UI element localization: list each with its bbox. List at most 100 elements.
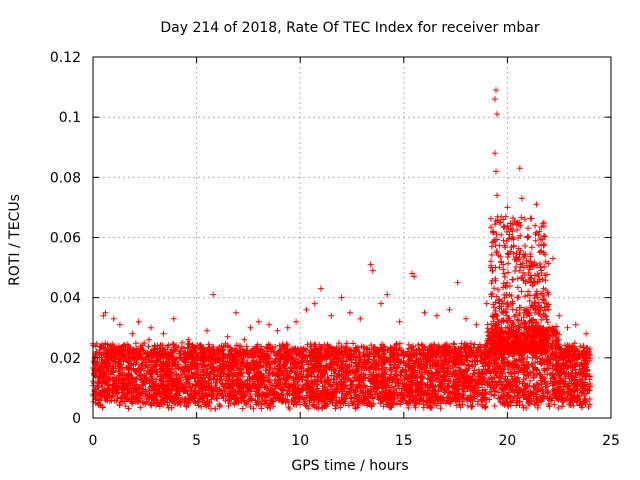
data-point: [433, 402, 440, 409]
data-point: [520, 388, 527, 395]
data-point: [113, 376, 120, 383]
data-point: [466, 363, 473, 370]
data-point: [211, 355, 218, 362]
data-point: [491, 402, 498, 409]
data-point: [248, 396, 255, 403]
data-point: [387, 361, 394, 368]
data-point: [347, 389, 354, 396]
data-point: [175, 344, 182, 351]
data-point: [471, 341, 478, 348]
data-point: [310, 396, 317, 403]
data-point: [335, 398, 342, 405]
data-point: [486, 396, 493, 403]
data-point: [492, 387, 499, 394]
data-point: [444, 370, 451, 377]
data-point: [551, 401, 558, 408]
data-point: [399, 381, 406, 388]
data-point: [339, 390, 346, 397]
data-point: [585, 387, 592, 394]
data-point: [116, 401, 123, 408]
data-point: [350, 340, 357, 347]
data-point: [225, 402, 232, 409]
data-point: [472, 381, 479, 388]
data-point: [587, 345, 594, 352]
data-point: [465, 362, 472, 369]
data-point: [302, 400, 309, 407]
data-point: [164, 344, 171, 351]
data-point: [244, 398, 251, 405]
data-point: [250, 405, 257, 412]
data-point: [544, 371, 551, 378]
data-point: [405, 341, 412, 348]
data-point: [412, 359, 419, 366]
data-point: [516, 378, 523, 385]
data-point: [303, 377, 310, 384]
data-point: [553, 323, 560, 330]
data-point: [214, 356, 221, 363]
data-point: [206, 399, 213, 406]
data-point: [129, 399, 136, 406]
data-point: [183, 380, 190, 387]
data-point: [351, 374, 358, 381]
data-point: [347, 357, 354, 364]
data-point: [122, 403, 129, 410]
data-point: [345, 402, 352, 409]
data-point: [405, 404, 412, 411]
data-point: [145, 343, 152, 350]
data-point: [148, 373, 155, 380]
data-point: [235, 399, 242, 406]
data-point: [402, 373, 409, 380]
data-point: [186, 380, 193, 387]
data-point: [546, 403, 553, 410]
data-point: [457, 404, 464, 411]
data-point: [247, 403, 254, 410]
data-point: [342, 392, 349, 399]
data-point: [475, 384, 482, 391]
data-point: [275, 348, 282, 355]
data-point: [272, 344, 279, 351]
data-point: [470, 387, 477, 394]
data-point: [520, 376, 527, 383]
data-point: [395, 377, 402, 384]
data-point: [396, 385, 403, 392]
data-point: [250, 366, 257, 373]
data-point: [144, 395, 151, 402]
data-point: [519, 402, 526, 409]
data-point: [477, 343, 484, 350]
data-point: [439, 360, 446, 367]
data-point: [116, 346, 123, 353]
data-point: [281, 345, 288, 352]
data-point: [394, 356, 401, 363]
data-point: [317, 372, 324, 379]
data-point: [311, 403, 318, 410]
data-point: [314, 385, 321, 392]
data-point: [270, 403, 277, 410]
data-point: [414, 374, 421, 381]
data-point: [328, 372, 335, 379]
data-point: [440, 368, 447, 375]
data-point: [114, 394, 121, 401]
data-point: [259, 390, 266, 397]
data-point: [342, 372, 349, 379]
data-point: [130, 361, 137, 368]
data-point: [119, 349, 126, 356]
data-point: [482, 377, 489, 384]
data-point: [160, 347, 167, 354]
data-point: [119, 343, 126, 350]
data-point: [342, 348, 349, 355]
data-point: [300, 373, 307, 380]
data-point: [350, 378, 357, 385]
data-point: [370, 395, 377, 402]
data-point: [585, 403, 592, 410]
data-point: [141, 340, 148, 347]
data-point: [331, 366, 338, 373]
data-point: [456, 401, 463, 408]
data-point: [235, 376, 242, 383]
data-point: [443, 342, 450, 349]
data-point: [188, 365, 195, 372]
data-point: [212, 385, 219, 392]
data-point: [174, 400, 181, 407]
data-point: [419, 343, 426, 350]
data-point: [275, 378, 282, 385]
